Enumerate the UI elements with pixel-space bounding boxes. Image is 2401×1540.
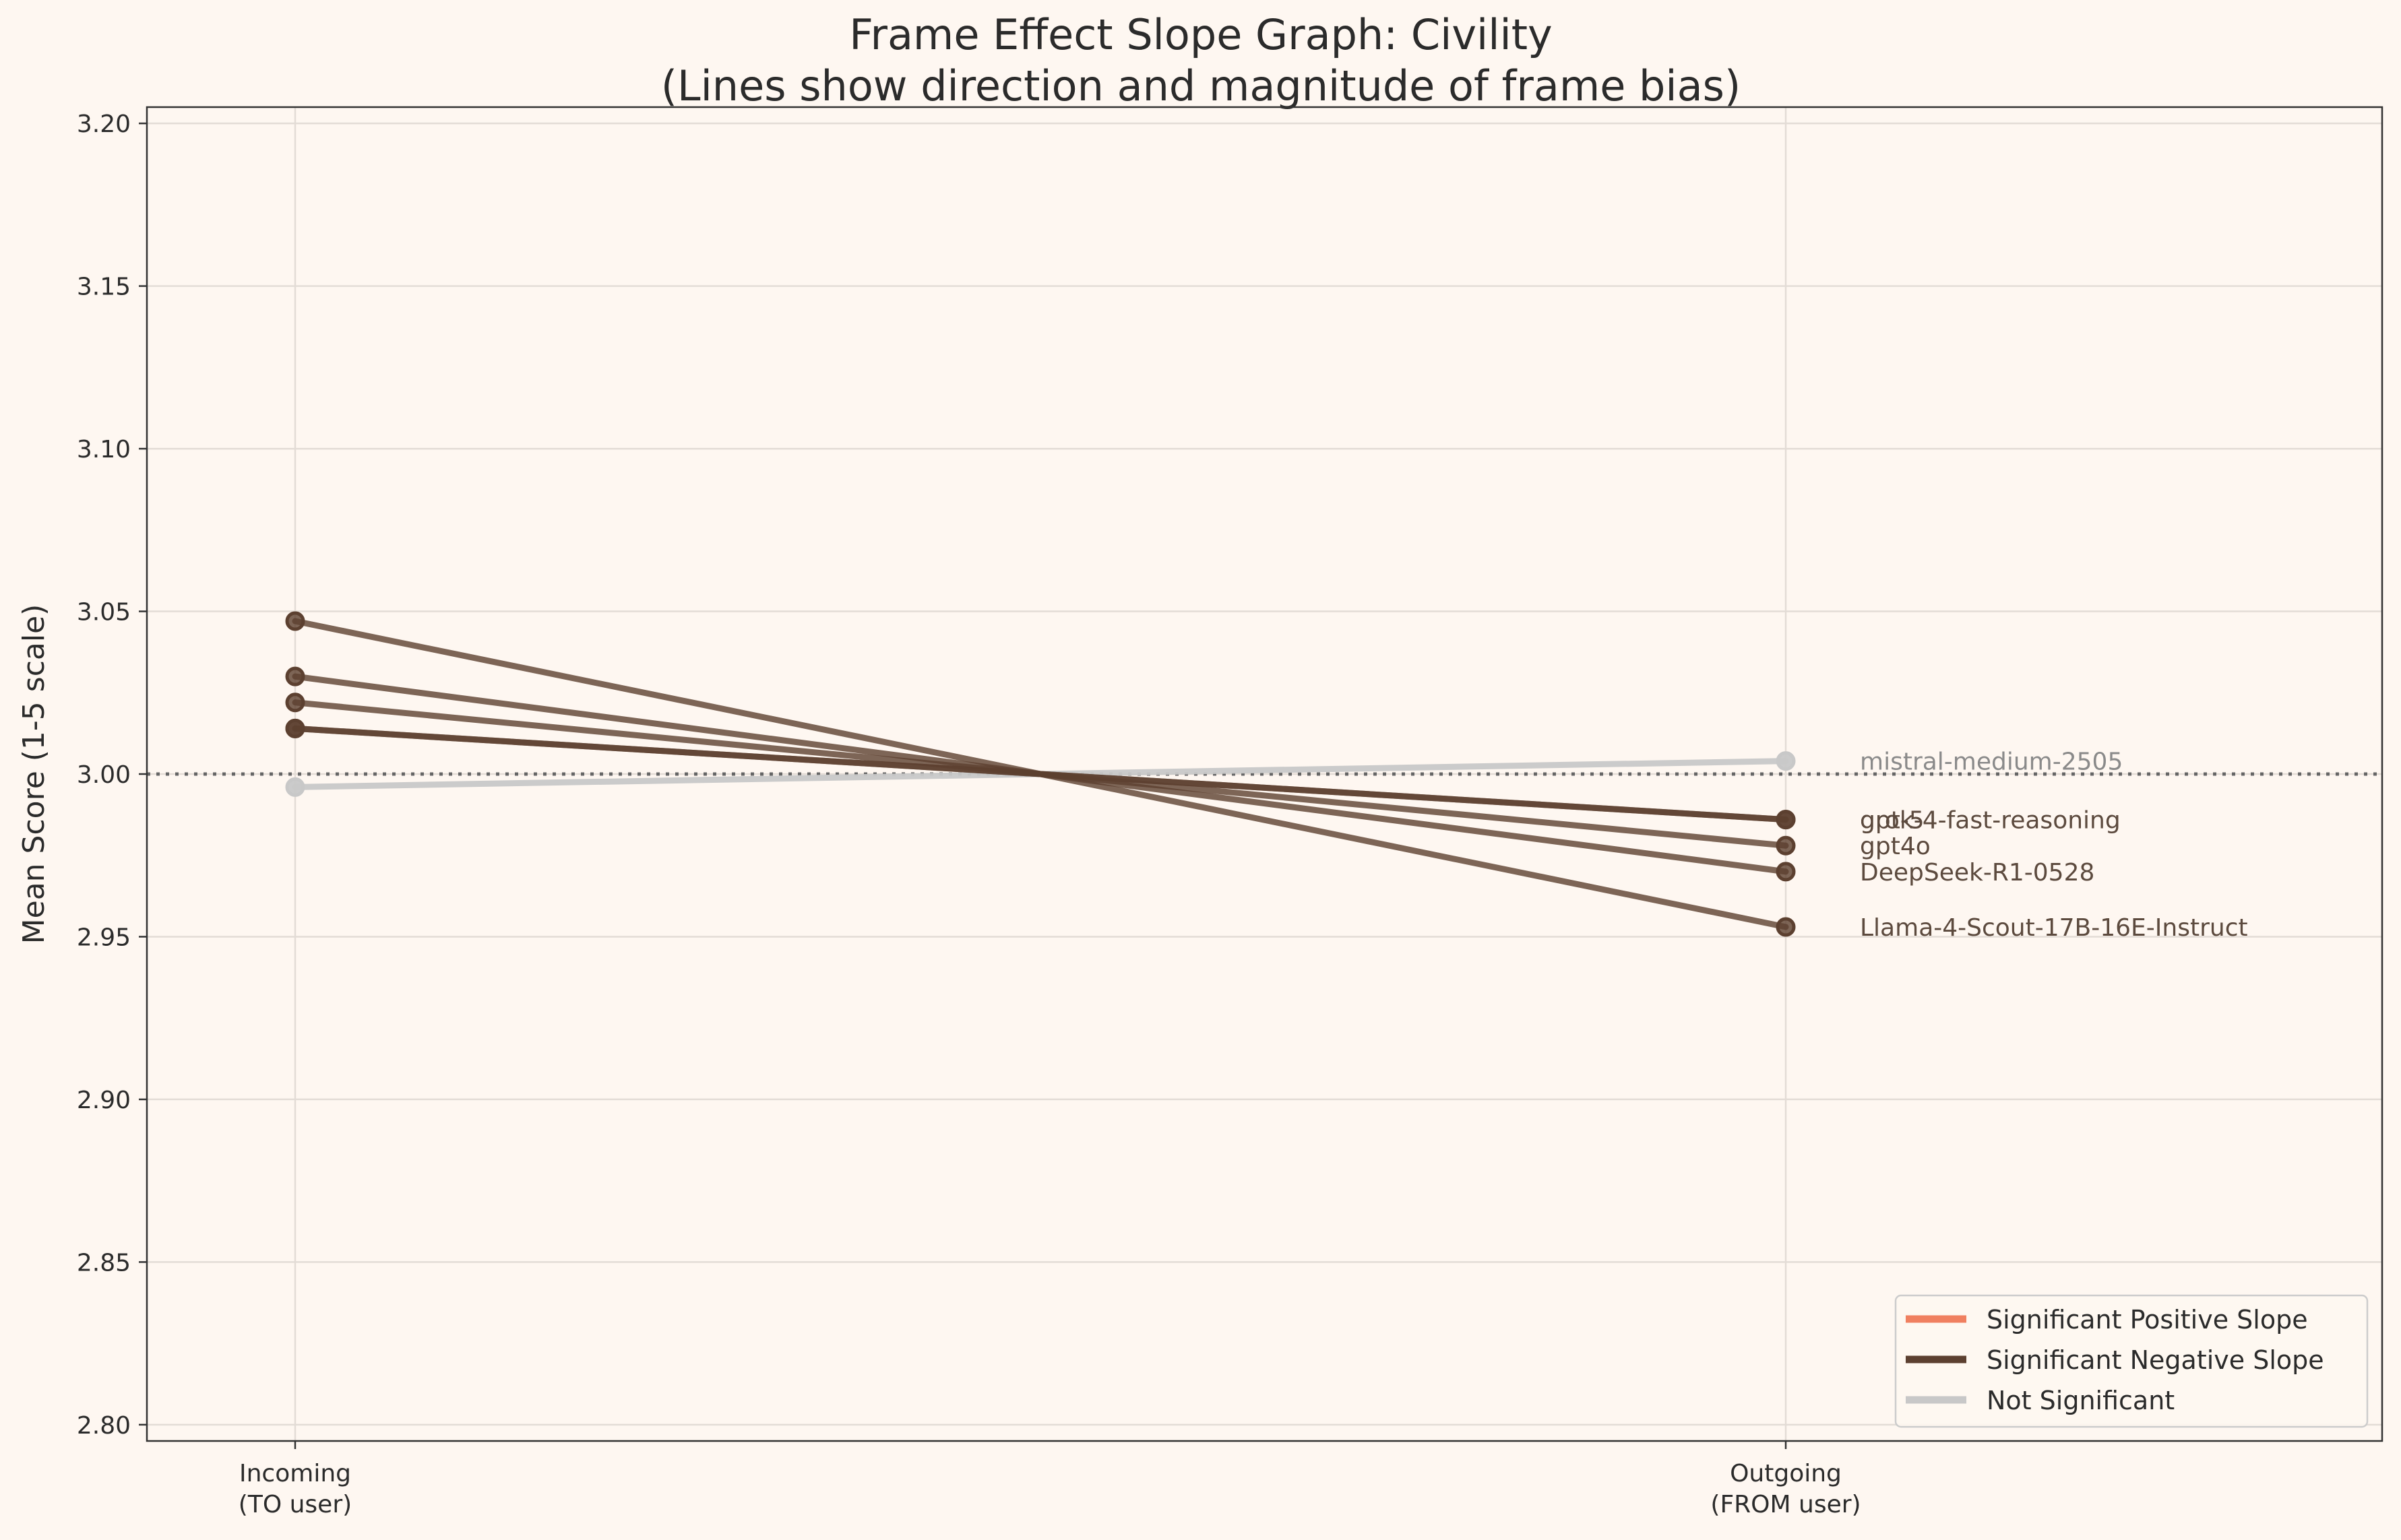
- series-point-outgoing: [1776, 810, 1796, 830]
- chart-title-line2: (Lines show direction and magnitude of f…: [661, 61, 1741, 110]
- series-point-incoming: [285, 611, 305, 631]
- y-tick-label: 3.05: [77, 599, 131, 627]
- y-tick-label: 2.85: [77, 1249, 131, 1277]
- grid-layer: [147, 107, 2382, 1441]
- series-point-incoming: [285, 718, 305, 738]
- legend-label-positive: Significant Positive Slope: [1987, 1305, 2308, 1335]
- legend-label-not-significant: Not Significant: [1987, 1386, 2175, 1415]
- series-line: [292, 618, 1789, 930]
- series-label: Llama-4-Scout-17B-16E-Instruct: [1860, 914, 2248, 942]
- series-label: gpt4o: [1860, 833, 1931, 860]
- y-axis-label: Mean Score (1-5 scale): [17, 604, 51, 944]
- legend: Significant Positive Slope Significant N…: [1894, 1294, 2369, 1428]
- x-tick-label: (FROM user): [1710, 1491, 1861, 1518]
- series-point-incoming: [285, 693, 305, 713]
- plot-frame: [146, 106, 2383, 1442]
- series-labels: mistral-medium-2505 grok-4-fast-reasoning…: [1860, 748, 2248, 942]
- legend-label-negative: Significant Negative Slope: [1987, 1345, 2324, 1375]
- x-tick-label: (TO user): [239, 1491, 352, 1518]
- series-point-outgoing: [1776, 862, 1796, 882]
- y-axis-ticks: 2.80 2.85 2.90 2.95 3.00 3.05 3.10 3.15 3.20: [77, 110, 147, 1440]
- series-label: grok-4-fast-reasoning: [1860, 807, 2121, 835]
- chart-title-line1: Frame Effect Slope Graph: Civility: [849, 10, 1552, 59]
- y-tick-label: 3.20: [77, 110, 131, 138]
- x-tick-label: Incoming: [239, 1460, 351, 1487]
- y-tick-label: 2.95: [77, 924, 131, 951]
- series-point-outgoing: [1776, 917, 1796, 937]
- series-label: gpt-5: [1860, 807, 1925, 835]
- series-label: mistral-medium-2505: [1860, 748, 2123, 776]
- series-point-outgoing: [1776, 835, 1796, 856]
- y-tick-label: 2.90: [77, 1087, 131, 1114]
- x-tick-label: Outgoing: [1730, 1460, 1842, 1487]
- y-tick-label: 2.80: [77, 1412, 131, 1440]
- y-tick-label: 3.00: [77, 761, 131, 789]
- series-point-outgoing: [1776, 751, 1796, 771]
- series-label: DeepSeek-R1-0528: [1860, 859, 2094, 887]
- x-axis-ticks: Incoming (TO user) Outgoing (FROM user): [239, 1441, 1861, 1518]
- y-tick-label: 3.10: [77, 436, 131, 463]
- series-layer: [285, 611, 1796, 937]
- series-point-incoming: [285, 777, 305, 797]
- series-point-incoming: [285, 666, 305, 686]
- legend-box: [1894, 1294, 2369, 1428]
- y-tick-label: 3.15: [77, 274, 131, 301]
